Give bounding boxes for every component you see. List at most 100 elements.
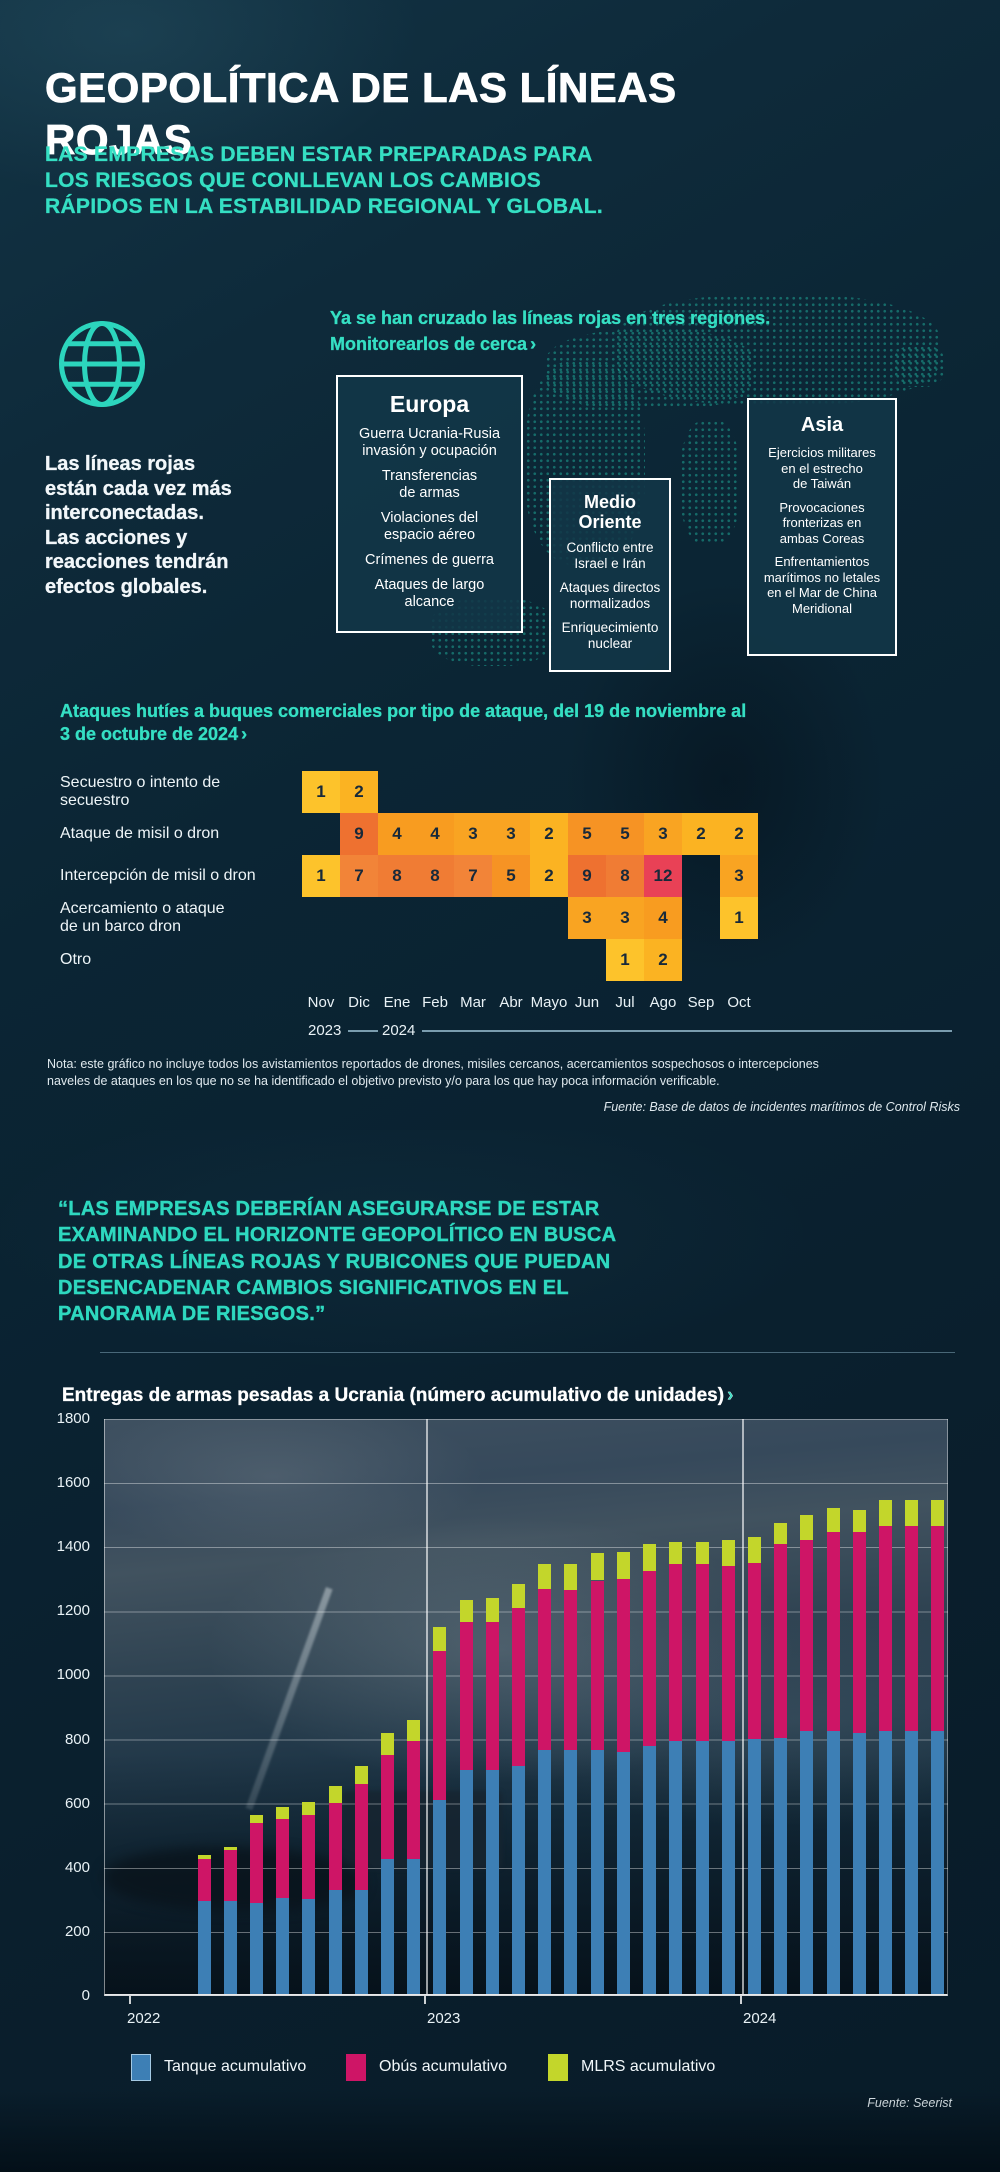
text-line: DE OTRAS LÍNEAS ROJAS Y RUBICONES QUE PU… <box>58 1250 611 1273</box>
bar-segment-obus <box>512 1607 526 1767</box>
region-item: Conflicto entre Israel e Irán <box>566 540 654 571</box>
region-title: Asia <box>800 414 844 436</box>
bar-segment-mlrs <box>302 1801 316 1815</box>
bar-segment-tanque <box>800 1731 814 1994</box>
bar-segment-mlrs <box>616 1551 630 1579</box>
bar-segment-obus <box>852 1532 866 1733</box>
legend-item-mlrs: MLRS acumulativo <box>548 2052 715 2082</box>
heatmap-month-label: Dic <box>348 994 370 1011</box>
text-line: naveles de ataques en los que no se ha i… <box>47 1074 720 1088</box>
bar-segment-mlrs <box>931 1500 945 1526</box>
bar-segment-mlrs <box>249 1814 263 1823</box>
region-item: Transferencias de armas <box>381 468 478 501</box>
bar-segment-mlrs <box>669 1542 683 1565</box>
heatmap-year-line <box>422 1030 952 1032</box>
heatmap-month-label: Mayo <box>530 994 568 1011</box>
bar-segment-mlrs <box>564 1564 578 1591</box>
bar-segment-tanque <box>380 1859 394 1994</box>
y-axis-label: 0 <box>81 1987 90 2004</box>
intro-lead-line: Monitorearlos de cerca › <box>330 334 537 354</box>
chevron-right-icon[interactable]: › <box>530 334 537 354</box>
legend-item-obus: Obús acumulativo <box>346 2052 507 2082</box>
bar-segment-tanque <box>223 1901 237 1994</box>
text-line: “LAS EMPRESAS DEBERÍAN ASEGURARSE DE EST… <box>58 1198 600 1220</box>
bar-segment-tanque <box>852 1732 866 1994</box>
region-item: Enfrentamientos marítimos no letales en … <box>763 554 881 616</box>
bar-segment-mlrs <box>407 1719 421 1741</box>
bar-segment-mlrs <box>538 1564 552 1589</box>
bar-segment-mlrs <box>433 1626 447 1652</box>
y-axis-label: 1000 <box>56 1666 90 1684</box>
bar-segment-obus <box>485 1622 499 1770</box>
heatmap-cell: 7 <box>454 855 492 897</box>
heatmap-row-label: Intercepción de misil o dron <box>60 867 256 884</box>
bar-segment-obus <box>643 1570 657 1746</box>
region-item: Provocaciones fronterizas en ambas Corea… <box>779 499 865 546</box>
heatmap-row-label: Acercamiento o ataque de un barco dron <box>60 900 225 935</box>
bar-segment-obus <box>695 1564 709 1741</box>
bar-segment-tanque <box>669 1740 683 1994</box>
chevron-right-icon[interactable]: › <box>727 1385 734 1406</box>
intro-lead: Ya se han cruzado las líneas rojas en tr… <box>330 305 771 357</box>
bar-segment-mlrs <box>695 1542 709 1565</box>
bar-segment-mlrs <box>512 1583 526 1608</box>
intro-side-note: Las líneas rojas están cada vez más interc… <box>45 452 232 599</box>
heatmap-cell: 8 <box>416 855 454 897</box>
legend-swatch-tanque <box>131 2053 151 2081</box>
heatmap-cell: 2 <box>530 813 568 855</box>
heatmap-cell: 1 <box>302 855 340 897</box>
text-line: Las líneas rojas <box>45 453 196 475</box>
bar-segment-mlrs <box>459 1599 473 1623</box>
map-dots <box>680 420 740 545</box>
y-axis-label: 1800 <box>56 1410 90 1427</box>
heatmap-year-label: 2023 <box>308 1022 342 1039</box>
bar-segment-obus <box>721 1566 735 1741</box>
bar-segment-obus <box>905 1526 919 1732</box>
heatmap-cell: 5 <box>492 855 530 897</box>
region-item: Ejercicios militares en el estrecho de T… <box>768 445 876 491</box>
region-box-europa: Europa Guerra Ucrania-Rusia invasión y o… <box>336 375 523 633</box>
y-axis-label: 800 <box>64 1730 90 1748</box>
region-item: Ataques directos normalizados <box>559 580 661 611</box>
heatmap-cell: 9 <box>568 855 606 897</box>
heatmap-cell: 2 <box>682 813 720 855</box>
heatmap-cell: 3 <box>568 897 606 939</box>
bar-segment-obus <box>354 1784 368 1890</box>
bar-segment-obus <box>197 1859 211 1902</box>
bar-segment-mlrs <box>223 1846 237 1850</box>
heatmap-month-label: Ago <box>649 994 677 1011</box>
region-item: Violaciones del espacio aéreo <box>380 510 479 543</box>
y-axis-label: 400 <box>64 1858 90 1876</box>
chevron-right-icon[interactable]: › <box>241 724 248 744</box>
bar-segment-tanque <box>616 1751 630 1994</box>
heatmap-cell: 5 <box>606 813 644 855</box>
bar-segment-mlrs <box>721 1540 735 1567</box>
x-year-label: 2023 <box>427 2010 461 2027</box>
y-axis-label: 600 <box>64 1794 90 1812</box>
legend-label: Obús acumulativo <box>379 2058 508 2075</box>
bar-segment-mlrs <box>197 1854 211 1860</box>
page-title: GEOPOLÍTICA DE LAS LÍNEAS ROJAS <box>45 64 677 164</box>
bar-segment-obus <box>590 1580 604 1751</box>
bar-segment-tanque <box>512 1766 526 1994</box>
bar-segment-mlrs <box>328 1785 342 1804</box>
map-dots <box>893 345 945 387</box>
heatmap-cell: 12 <box>644 855 682 897</box>
year-gridline-2024 <box>742 1419 744 1994</box>
bar-segment-obus <box>223 1849 237 1902</box>
heatmap-cell: 3 <box>606 897 644 939</box>
bar-segment-obus <box>669 1564 683 1741</box>
intro-lead-line: Ya se han cruzado las líneas rojas en tr… <box>330 308 771 328</box>
bar-segment-obus <box>276 1819 290 1898</box>
text-line: están cada vez más <box>45 477 232 500</box>
heatmap-cell: 2 <box>644 939 682 981</box>
heatmap-row-label: Ataque de misil o dron <box>60 825 220 842</box>
region-box-asia: Asia Ejercicios militares en el estrecho… <box>747 398 897 656</box>
bar-chart-source: Fuente: Seerist <box>867 2096 952 2110</box>
heatmap-year-label: 2024 <box>382 1022 416 1039</box>
bar-segment-mlrs <box>380 1732 394 1756</box>
bar-segment-obus <box>433 1651 447 1801</box>
heatmap-cell: 1 <box>606 939 644 981</box>
bar-segment-tanque <box>931 1731 945 1994</box>
year-gridline-2023 <box>426 1419 428 1994</box>
